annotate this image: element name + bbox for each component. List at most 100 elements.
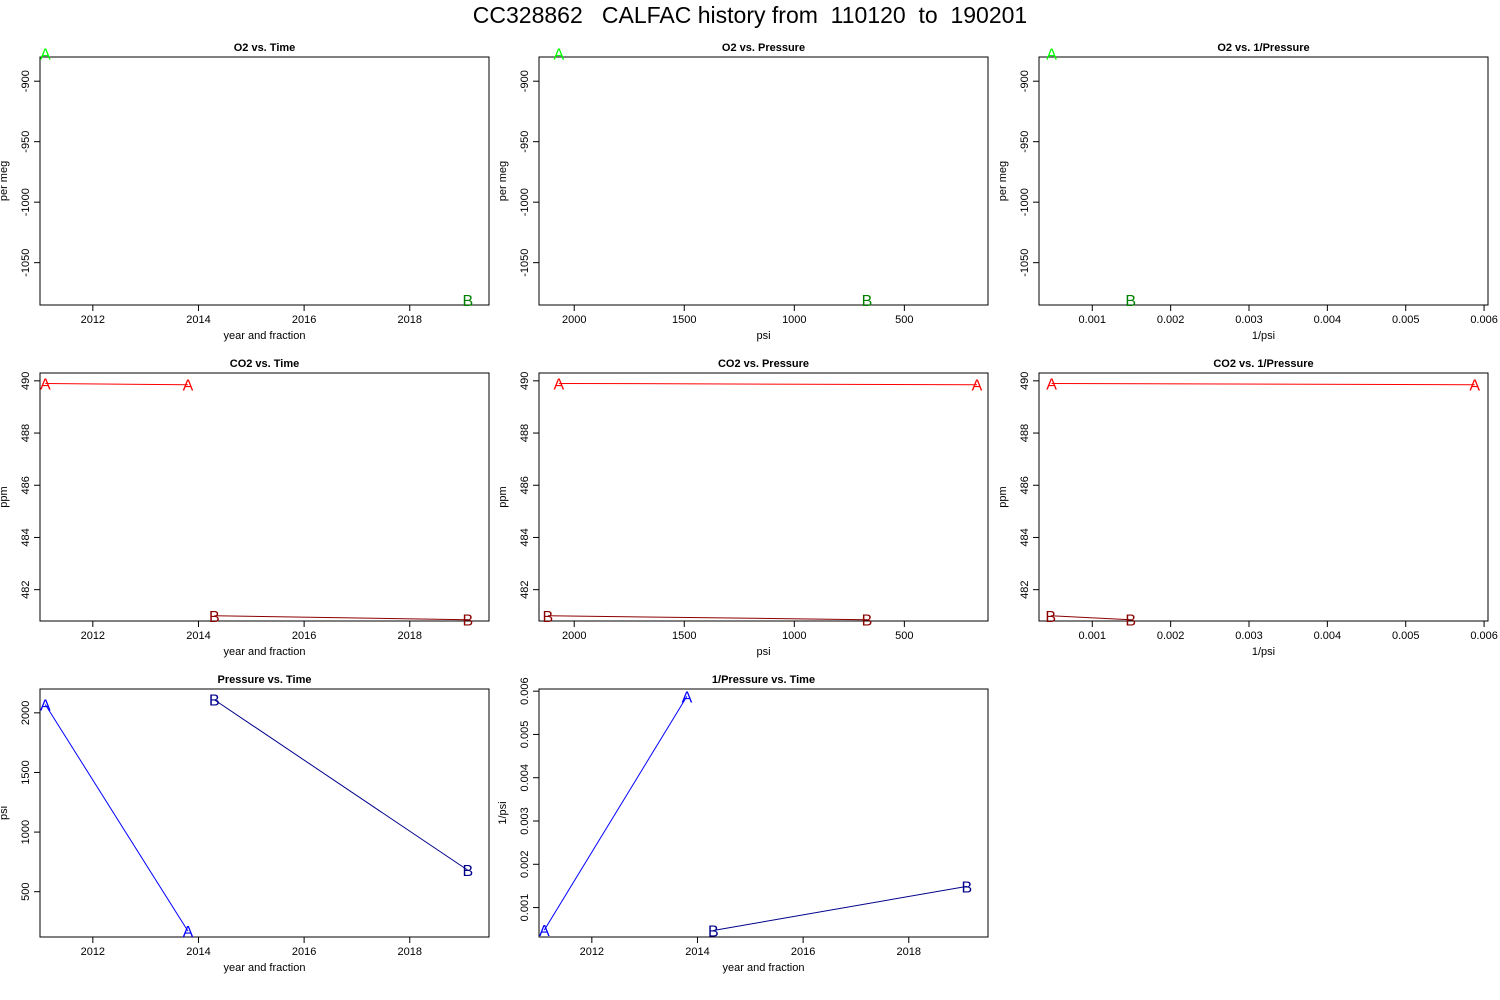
x-tick-label: 2014 [685, 946, 709, 958]
x-tick-label: 2014 [186, 314, 210, 326]
x-tick-label: 2018 [398, 946, 422, 958]
point-marker-B: B [962, 879, 973, 896]
y-tick-label: -900 [1019, 70, 1031, 92]
plot-frame [39, 56, 490, 306]
y-tick-label: -950 [519, 131, 531, 153]
point-marker-B: B [862, 293, 873, 310]
y-tick-label: 490 [20, 372, 32, 390]
y-tick-label: 1500 [20, 760, 32, 784]
point-marker-B: B [209, 693, 220, 710]
point-marker-A: A [1046, 46, 1057, 63]
x-tick-label: 1000 [782, 314, 806, 326]
x-tick-label: 2018 [398, 630, 422, 642]
point-marker-B: B [463, 293, 474, 310]
x-axis-label: psi [756, 646, 770, 658]
point-marker-B: B [1125, 613, 1136, 630]
y-tick-label: 0.004 [519, 764, 531, 792]
x-axis-label: year and fraction [723, 962, 805, 974]
point-marker-A: A [183, 924, 194, 941]
plot-frame [538, 372, 989, 622]
x-tick-label: 0.002 [1157, 630, 1185, 642]
chart-co2-vs-inv-pressure: CO2 vs. 1/Pressure 0.001 0.002 0.003 0.004 0.… [997, 358, 1498, 658]
plot-frame [538, 688, 989, 938]
x-tick-label: 2016 [292, 946, 316, 958]
x-tick-label: 0.001 [1079, 630, 1107, 642]
y-tick-label: -950 [1019, 131, 1031, 153]
series-line-B [214, 615, 468, 621]
point-marker-A: A [682, 689, 693, 706]
y-tick-label: 490 [1019, 372, 1031, 390]
y-tick-label: -950 [20, 131, 32, 153]
x-tick-label: 2016 [292, 630, 316, 642]
y-tick-label: 484 [20, 528, 32, 546]
x-tick-label: 2012 [580, 946, 604, 958]
plot-frame [39, 372, 490, 622]
y-tick-label: 0.003 [519, 807, 531, 835]
y-tick-label: 486 [519, 476, 531, 494]
point-marker-A: A [539, 923, 550, 940]
x-tick-label: 2000 [562, 314, 586, 326]
chart-o2-vs-time: O2 vs. Time 2012 2014 2016 2018 -900 -950 -1000… [0, 42, 490, 342]
chart-title: O2 vs. Pressure [722, 42, 805, 54]
y-tick-label: 0.001 [519, 894, 531, 922]
y-axis-label: ppm [997, 486, 1009, 507]
y-tick-label: -1050 [519, 249, 531, 277]
chart-co2-vs-time: CO2 vs. Time 2012 2014 2016 2018 482 484 486 488… [0, 358, 490, 658]
point-marker-B: B [463, 613, 474, 630]
y-tick-label: 484 [1019, 528, 1031, 546]
y-tick-label: 0.002 [519, 851, 531, 879]
point-marker-B: B [708, 924, 719, 941]
y-tick-label: 488 [519, 424, 531, 442]
x-tick-label: 2012 [81, 946, 105, 958]
series-line-A [45, 382, 188, 386]
x-tick-label: 0.006 [1470, 630, 1498, 642]
y-axis-label: ppm [497, 486, 509, 507]
x-tick-label: 0.001 [1079, 314, 1107, 326]
point-marker-A: A [40, 698, 51, 715]
y-tick-label: -900 [20, 70, 32, 92]
y-tick-label: 0.006 [519, 677, 531, 705]
x-axis-label: year and fraction [224, 646, 306, 658]
point-marker-B: B [463, 863, 474, 880]
y-tick-label: -1000 [1019, 188, 1031, 216]
y-axis-label: ppm [0, 486, 10, 507]
point-marker-A: A [183, 378, 194, 395]
point-marker-B: B [1125, 293, 1136, 310]
x-tick-label: 0.006 [1470, 314, 1498, 326]
chart-pressure-vs-time: Pressure vs. Time 2012 2014 2016 2018 500 1000… [0, 674, 490, 974]
series-line-A [44, 704, 189, 932]
chart-o2-vs-inv-pressure: O2 vs. 1/Pressure 0.001 0.002 0.003 0.004 0.0… [997, 42, 1498, 342]
y-tick-label: 482 [519, 580, 531, 598]
x-axis-label: psi [756, 330, 770, 342]
y-tick-label: 482 [20, 580, 32, 598]
x-tick-label: 500 [895, 314, 913, 326]
y-tick-label: -900 [519, 70, 531, 92]
y-tick-label: 0.005 [519, 721, 531, 749]
x-tick-label: 0.004 [1314, 314, 1342, 326]
point-marker-B: B [862, 613, 873, 630]
y-tick-label: 2000 [20, 701, 32, 725]
x-axis-label: year and fraction [224, 962, 306, 974]
y-tick-label: 488 [20, 424, 32, 442]
y-tick-label: 490 [519, 372, 531, 390]
x-tick-label: 2018 [897, 946, 921, 958]
series-line-B [1050, 615, 1131, 621]
point-marker-A: A [1469, 378, 1480, 395]
plot-frame [538, 56, 989, 306]
series-line-B [214, 699, 469, 871]
x-tick-label: 2016 [292, 314, 316, 326]
series-line-A [1051, 382, 1475, 386]
x-tick-label: 1000 [782, 630, 806, 642]
chart-title: CO2 vs. Pressure [718, 358, 809, 370]
chart-title: O2 vs. Time [234, 42, 296, 54]
series-line-A [543, 696, 688, 931]
point-marker-B: B [209, 609, 220, 626]
y-axis-label: per meg [0, 161, 10, 201]
y-tick-label: -1000 [519, 188, 531, 216]
chart-title: Pressure vs. Time [218, 674, 312, 686]
y-tick-label: 1000 [20, 820, 32, 844]
plot-frame [1038, 372, 1489, 622]
point-marker-A: A [1046, 376, 1057, 393]
x-tick-label: 0.003 [1235, 630, 1263, 642]
